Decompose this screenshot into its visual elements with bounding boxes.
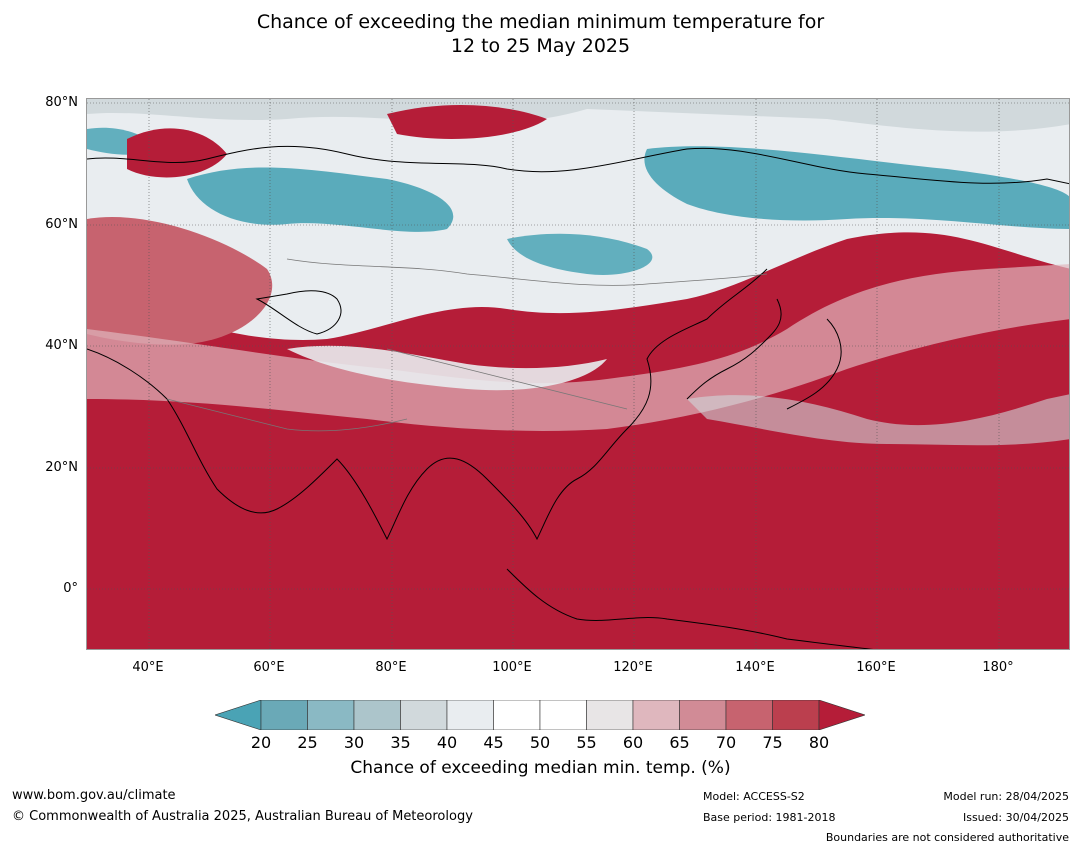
transition-belt — [87, 264, 1069, 431]
colorbar-cell — [493, 700, 541, 730]
colorbar-tick-label: 20 — [250, 733, 272, 752]
cool-patch-siberia-west — [187, 167, 454, 232]
neutral-central-asia — [287, 345, 607, 391]
colorbar-tick-label: 60 — [622, 733, 644, 752]
footer-model: Model: ACCESS-S2 — [703, 790, 805, 803]
country-borders — [166, 258, 768, 432]
lon-label-40e: 40°E — [132, 660, 164, 675]
footer-copyright: © Commonwealth of Australia 2025, Austra… — [12, 809, 473, 824]
colorbar-cell — [446, 700, 494, 730]
neutral-pacific-patch — [687, 394, 1069, 446]
lon-label-100e: 100°E — [492, 660, 532, 675]
footer-base-period: Base period: 1981-2018 — [703, 811, 836, 824]
cool-patch-siberia-east — [644, 146, 1069, 229]
lat-label-60n: 60°N — [45, 217, 78, 232]
footer-url: www.bom.gov.au/climate — [12, 788, 176, 803]
lon-label-160e: 160°E — [856, 660, 896, 675]
colorbar-tick-label: 55 — [576, 733, 597, 752]
lon-label-180: 180° — [982, 660, 1014, 675]
colorbar-cell — [679, 700, 727, 730]
colorbar-tick-label: 45 — [483, 733, 504, 752]
map-graphic — [87, 99, 1069, 649]
lat-label-80n: 80°N — [45, 95, 78, 110]
colorbar-tick-label: 35 — [390, 733, 411, 752]
footer-issued: Issued: 30/04/2025 — [962, 811, 1069, 824]
footer-boundaries-note: Boundaries are not considered authoritat… — [825, 831, 1069, 844]
colorbar-tick-label: 75 — [762, 733, 783, 752]
lat-label-40n: 40°N — [45, 338, 78, 353]
colorbar-cell — [400, 700, 448, 730]
colorbar — [215, 700, 865, 730]
warm-patch-arctic — [387, 104, 547, 139]
colorbar-cell — [725, 700, 773, 730]
coastlines — [87, 145, 1069, 649]
footer-model-run: Model run: 28/04/2025 — [943, 790, 1069, 803]
map-title: Chance of exceeding the median minimum t… — [0, 10, 1081, 58]
warm-patch-north-europe — [127, 128, 227, 178]
lat-label-20n: 20°N — [45, 460, 78, 475]
title-line-1: Chance of exceeding the median minimum t… — [256, 11, 825, 33]
colorbar-extend-high — [818, 700, 865, 730]
colorbar-tick-label: 50 — [529, 733, 551, 752]
colorbar-cell — [539, 700, 587, 730]
probability-map — [86, 98, 1070, 650]
colorbar-tick-label: 30 — [343, 733, 365, 752]
colorbar-label: Chance of exceeding median min. temp. (%… — [350, 758, 731, 778]
colorbar-tick-label: 25 — [297, 733, 318, 752]
cool-patch-baikal — [507, 233, 653, 275]
graticule — [87, 99, 1069, 649]
grey-arctic-band — [87, 99, 1069, 132]
lon-label-60e: 60°E — [253, 660, 285, 675]
colorbar-cell — [307, 700, 355, 730]
colorbar-cell — [586, 700, 634, 730]
lon-label-80e: 80°E — [375, 660, 407, 675]
colorbar-tick-label: 80 — [808, 733, 830, 752]
warm-patch-west-russia — [87, 217, 273, 345]
colorbar-cell — [353, 700, 401, 730]
colorbar-cell — [260, 700, 308, 730]
colorbar-cell — [772, 700, 820, 730]
colorbar-tick-label: 40 — [436, 733, 458, 752]
colorbar-tick-label: 70 — [715, 733, 737, 752]
lon-label-120e: 120°E — [613, 660, 653, 675]
colorbar-extend-low — [215, 700, 262, 730]
title-line-2: 12 to 25 May 2025 — [450, 35, 631, 57]
lat-label-0: 0° — [63, 581, 78, 596]
colorbar-cell — [632, 700, 680, 730]
lon-label-140e: 140°E — [735, 660, 775, 675]
colorbar-tick-label: 65 — [669, 733, 690, 752]
